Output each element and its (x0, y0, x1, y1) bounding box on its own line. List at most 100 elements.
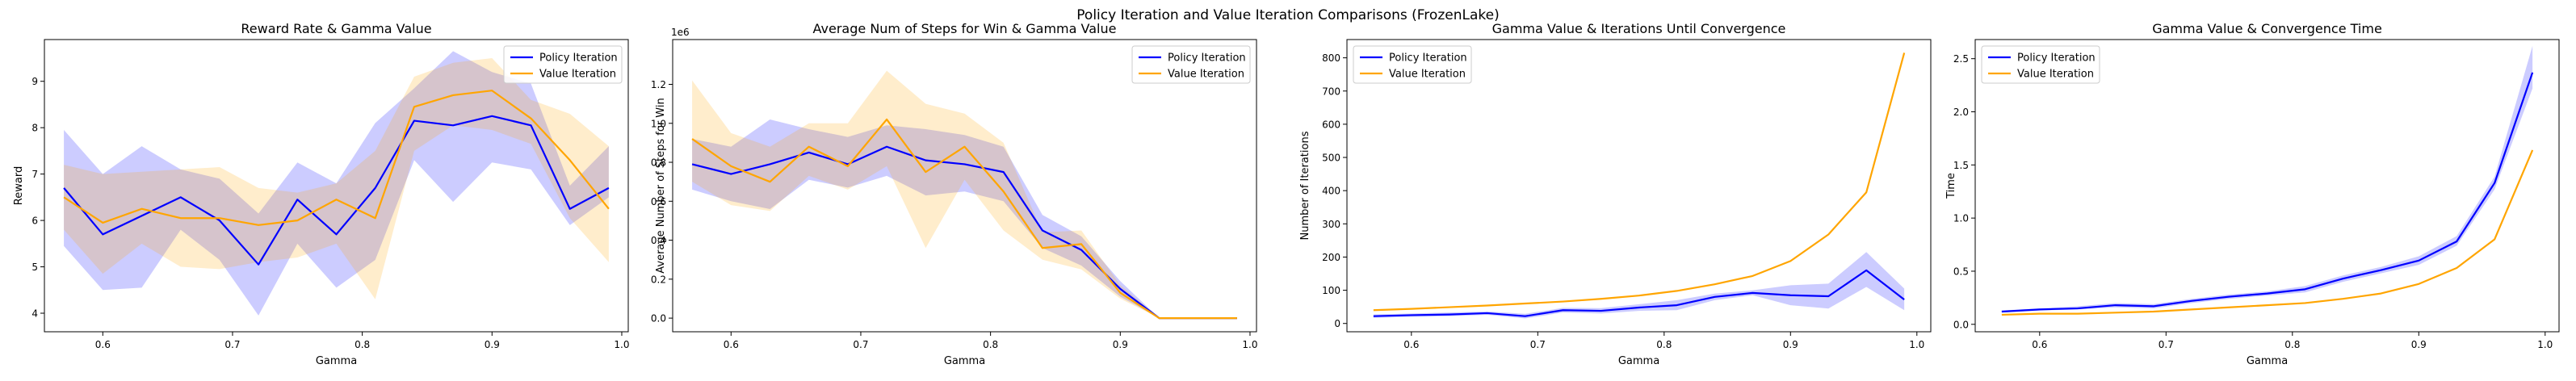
iterations-xtick-label: 0.6 (1403, 339, 1419, 350)
reward-legend-label-policy-iteration: Policy Iteration (539, 52, 618, 65)
steps-legend-label-policy-iteration: Policy Iteration (1168, 52, 1246, 65)
reward-xtick-label: 0.9 (485, 339, 500, 350)
reward-legend: Policy Iteration Value Iteration (503, 45, 623, 84)
steps-value-iteration-line (691, 118, 1237, 320)
steps-ytick-label: 0.2 (651, 274, 666, 285)
iterations-chart-title: Gamma Value & Iterations Until Convergen… (1492, 21, 1786, 36)
reward-policy-iteration-line (63, 115, 610, 266)
steps-ytick-label: 1.0 (651, 118, 666, 129)
time-ytick-label: 2.0 (1953, 107, 1969, 118)
reward-ytick-label: 6 (31, 216, 38, 227)
reward-xtick-label: 0.6 (95, 339, 111, 350)
reward-chart-title: Reward Rate & Gamma Value (241, 21, 431, 36)
iterations-ytick-label: 800 (1322, 52, 1340, 64)
iterations-xtick-label: 0.8 (1656, 339, 1672, 350)
iterations-x-axis-label: Gamma (1618, 355, 1659, 367)
steps-ytick-label: 0.8 (651, 157, 666, 169)
reward-value-iteration-band (64, 57, 609, 299)
iterations-y-axis-label: Number of Iterations (1299, 131, 1311, 240)
steps-ytick-label: 0.0 (651, 313, 666, 324)
time-legend-box (1981, 45, 2100, 84)
time-chart-title: Gamma Value & Convergence Time (2152, 21, 2382, 36)
steps-xtick-label: 1.0 (1242, 339, 1257, 350)
iterations-legend-box (1353, 45, 1472, 84)
steps-x-axis-label: Gamma (944, 355, 985, 367)
iterations-xtick-label: 1.0 (1909, 339, 1924, 350)
iterations-ytick-label: 0 (1334, 318, 1340, 329)
time-legend: Policy Iteration Value Iteration (1981, 45, 2100, 84)
iterations-ytick-label: 400 (1322, 186, 1340, 197)
steps-ytick-label: 0.6 (651, 196, 666, 207)
reward-ytick-label: 9 (31, 76, 38, 87)
steps-chart: 0.6 0.7 0.8 0.9 1.0 0.0 0.2 0.4 0.6 0.8 1.0 1.2 Aver… (651, 21, 1258, 367)
iterations-chart: 0.6 0.7 0.8 0.9 1.0 0 100 200 300 400 500 600 700 800… (1299, 21, 1932, 367)
reward-ytick-label: 5 (31, 262, 38, 273)
time-xtick-label: 0.6 (2032, 339, 2047, 350)
time-ytick-label: 0.0 (1953, 319, 1969, 330)
iterations-value-iteration-line (1373, 52, 1906, 312)
iterations-ytick-label: 200 (1322, 252, 1340, 263)
time-y-axis-label: Time (1945, 173, 1957, 199)
iterations-ytick-label: 700 (1322, 86, 1340, 97)
time-xtick-label: 0.7 (2159, 339, 2174, 350)
iterations-ytick-label: 500 (1322, 153, 1340, 164)
time-legend-label-value-iteration: Value Iteration (2017, 69, 2094, 81)
iterations-xtick-label: 0.7 (1530, 339, 1546, 350)
iterations-policy-iteration-line (1373, 269, 1905, 317)
iterations-ytick-label: 100 (1322, 285, 1340, 296)
reward-policy-iteration-band (64, 51, 609, 316)
time-ytick-label: 0.5 (1953, 266, 1969, 277)
reward-axes-frame (44, 39, 629, 333)
steps-ytick-label: 1.2 (651, 79, 666, 90)
time-policy-iteration-line (2001, 72, 2534, 313)
reward-legend-box (503, 45, 623, 84)
steps-y-offset-text: 1e6 (671, 27, 690, 38)
time-xtick-label: 0.8 (2284, 339, 2300, 350)
reward-xtick-label: 0.7 (224, 339, 240, 350)
reward-value-iteration-line (63, 90, 610, 226)
time-ytick-label: 2.5 (1953, 53, 1969, 65)
time-legend-label-policy-iteration: Policy Iteration (2017, 52, 2096, 65)
time-ytick-label: 1.0 (1953, 213, 1969, 224)
time-value-iteration-line (2001, 149, 2534, 316)
steps-xtick-label: 0.6 (724, 339, 739, 350)
steps-value-iteration-band (692, 70, 1237, 319)
steps-xtick-label: 0.9 (1113, 339, 1128, 350)
steps-chart-title: Average Num of Steps for Win & Gamma Val… (813, 21, 1117, 36)
steps-legend-box (1131, 45, 1251, 84)
steps-xtick-label: 0.8 (983, 339, 998, 350)
reward-x-axis-label: Gamma (316, 355, 357, 367)
steps-legend: Policy Iteration Value Iteration (1131, 45, 1251, 84)
reward-y-axis-label: Reward (13, 166, 25, 205)
steps-legend-label-value-iteration: Value Iteration (1168, 69, 1244, 81)
steps-y-axis-label: Average Number of Steps for Win (655, 98, 667, 273)
figure-suptitle: Policy Iteration and Value Iteration Com… (1076, 7, 1499, 23)
iterations-legend: Policy Iteration Value Iteration (1353, 45, 1472, 84)
reward-xtick-label: 0.8 (355, 339, 370, 350)
iterations-xtick-label: 0.9 (1783, 339, 1798, 350)
iterations-legend-label-policy-iteration: Policy Iteration (1389, 52, 1467, 65)
steps-axes-frame (672, 39, 1257, 333)
time-xtick-label: 0.9 (2411, 339, 2427, 350)
time-ytick-label: 1.5 (1953, 160, 1969, 171)
time-x-axis-label: Gamma (2247, 355, 2288, 367)
iterations-legend-label-value-iteration: Value Iteration (1389, 69, 1466, 81)
iterations-policy-iteration-band (1373, 252, 1905, 319)
reward-ytick-label: 8 (31, 123, 38, 134)
time-axes-frame (1974, 39, 2560, 333)
reward-xtick-label: 1.0 (614, 339, 629, 350)
steps-ytick-label: 0.4 (651, 235, 666, 246)
steps-policy-iteration-line (691, 145, 1237, 320)
time-xtick-label: 1.0 (2537, 339, 2553, 350)
time-chart: 0.6 0.7 0.8 0.9 1.0 0.0 0.5 1.0 1.5 2.0 2.5 Gamma V… (1945, 21, 2560, 367)
iterations-axes-frame (1346, 39, 1932, 333)
reward-legend-label-value-iteration: Value Iteration (539, 69, 616, 81)
reward-chart: 0.6 0.7 0.8 0.9 1.0 4 5 6 7 8 9 Reward Rate & Gamma… (13, 21, 630, 367)
iterations-ytick-label: 300 (1322, 219, 1340, 230)
iterations-ytick-label: 600 (1322, 119, 1340, 130)
reward-ytick-label: 4 (31, 308, 38, 320)
steps-xtick-label: 0.7 (853, 339, 868, 350)
reward-ytick-label: 7 (31, 169, 38, 180)
